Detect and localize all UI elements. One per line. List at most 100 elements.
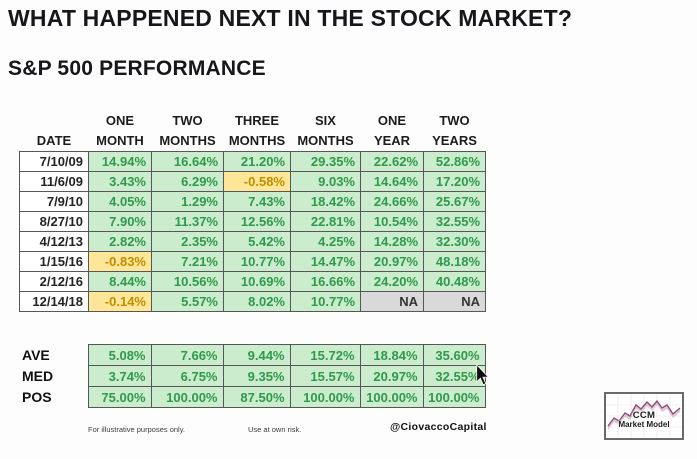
value-cell: 5.57% <box>151 291 224 312</box>
risk-text: Use at own risk. <box>248 425 302 434</box>
value-cell: 5.42% <box>223 231 291 252</box>
value-cell: 22.62% <box>360 151 424 172</box>
value-cell: 1.29% <box>151 191 224 212</box>
logo-chart-icon <box>606 394 682 438</box>
value-cell: 16.66% <box>290 271 361 292</box>
col-header-one-year: ONE YEAR <box>373 113 411 148</box>
col-header-three-months: THREE MONTHS <box>228 113 286 148</box>
value-cell: 14.47% <box>290 251 361 272</box>
value-cell: 100.00% <box>359 386 424 408</box>
value-cell: -0.83% <box>88 251 152 272</box>
value-cell: 25.67% <box>423 191 486 212</box>
value-cell: 15.72% <box>289 344 361 366</box>
table-row: 7/9/10 4.05% 1.29% 7.43% 18.42% 24.66% 2… <box>19 191 486 212</box>
value-cell: 17.20% <box>423 171 486 192</box>
col-header-two-months: TWO MONTHS <box>159 113 216 148</box>
date-cell: 7/10/09 <box>19 151 89 172</box>
col-header-one-month: ONE MONTH <box>96 113 144 148</box>
value-cell: 22.81% <box>290 211 361 232</box>
section-title: S&P 500 PERFORMANCE <box>8 57 266 80</box>
value-cell: 3.43% <box>88 171 152 192</box>
disclaimer-text: For illustrative purposes only. <box>88 425 185 434</box>
value-cell: 100.00% <box>289 386 361 408</box>
value-cell: 32.55% <box>423 211 486 232</box>
summary-label: POS <box>22 389 52 405</box>
mouse-cursor-icon <box>476 364 490 386</box>
value-cell: 8.44% <box>88 271 152 292</box>
value-cell: 7.66% <box>150 344 224 366</box>
value-cell: 32.55% <box>422 365 486 387</box>
value-cell: 12.56% <box>223 211 291 232</box>
value-cell: 11.37% <box>151 211 224 232</box>
value-cell: 14.94% <box>88 151 152 172</box>
value-cell: 8.02% <box>223 291 291 312</box>
value-cell: NA <box>423 291 486 312</box>
value-cell: 24.20% <box>360 271 424 292</box>
date-cell: 7/9/10 <box>19 191 89 212</box>
value-cell: 10.56% <box>151 271 224 292</box>
ccm-market-model-logo: CCM Market Model <box>604 392 684 440</box>
summary-row-average: AVE 5.08% 7.66% 9.44% 15.72% 18.84% 35.6… <box>19 344 486 366</box>
value-cell: 18.84% <box>359 344 424 366</box>
table-row: 4/12/13 2.82% 2.35% 5.42% 4.25% 14.28% 3… <box>19 231 486 252</box>
logo-text-ccm: CCM <box>632 410 656 421</box>
date-cell: 8/27/10 <box>19 211 89 232</box>
summary-row-median: MED 3.74% 6.75% 9.35% 15.57% 20.97% 32.5… <box>19 365 486 387</box>
table-row: 2/12/16 8.44% 10.56% 10.69% 16.66% 24.20… <box>19 271 486 292</box>
value-cell: 10.77% <box>290 291 361 312</box>
value-cell: 29.35% <box>290 151 361 172</box>
value-cell: 4.25% <box>290 231 361 252</box>
value-cell: 6.75% <box>150 365 224 387</box>
value-cell: 3.74% <box>87 365 152 387</box>
value-cell: 32.30% <box>423 231 486 252</box>
value-cell: 20.97% <box>360 251 424 272</box>
value-cell: 15.57% <box>289 365 361 387</box>
table-row: 8/27/10 7.90% 11.37% 12.56% 22.81% 10.54… <box>19 211 486 232</box>
value-cell: 10.54% <box>360 211 424 232</box>
value-cell: 9.44% <box>222 344 291 366</box>
value-cell: 52.86% <box>423 151 486 172</box>
value-cell: 14.64% <box>360 171 424 192</box>
summary-label: AVE <box>22 347 50 363</box>
value-cell: 6.29% <box>151 171 224 192</box>
value-cell: 18.42% <box>290 191 361 212</box>
value-cell: 20.97% <box>359 365 424 387</box>
value-cell: 2.82% <box>88 231 152 252</box>
value-cell: 9.03% <box>290 171 361 192</box>
value-cell: 40.48% <box>423 271 486 292</box>
value-cell: 14.28% <box>360 231 424 252</box>
value-cell: 16.64% <box>151 151 224 172</box>
col-header-six-months: SIX MONTHS <box>297 113 354 148</box>
date-cell: 1/15/16 <box>19 251 89 272</box>
value-cell: -0.14% <box>88 291 152 312</box>
table-row: 7/10/09 14.94% 16.64% 21.20% 29.35% 22.6… <box>19 151 486 172</box>
value-cell: 10.77% <box>223 251 291 272</box>
summary-row-positive-pct: POS 75.00% 100.00% 87.50% 100.00% 100.00… <box>19 386 486 408</box>
value-cell: 7.21% <box>151 251 224 272</box>
date-cell: 2/12/16 <box>19 271 89 292</box>
value-cell: 87.50% <box>222 386 291 408</box>
value-cell: 9.35% <box>222 365 291 387</box>
value-cell: 4.05% <box>88 191 152 212</box>
value-cell: -0.58% <box>223 171 291 192</box>
summary-stats-table: AVE 5.08% 7.66% 9.44% 15.72% 18.84% 35.6… <box>19 344 486 408</box>
table-row: 12/14/18 -0.14% 5.57% 8.02% 10.77% NA NA <box>19 291 486 312</box>
value-cell: 7.43% <box>223 191 291 212</box>
header-row: DATE ONE MONTH TWO MONTHS THREE MONTHS SIX M… <box>20 111 486 152</box>
value-cell: 48.18% <box>423 251 486 272</box>
value-cell: 2.35% <box>151 231 224 252</box>
value-cell: 24.66% <box>360 191 424 212</box>
value-cell: 100.00% <box>422 386 486 408</box>
value-cell: 5.08% <box>87 344 152 366</box>
performance-table: DATE ONE MONTH TWO MONTHS THREE MONTHS SIX M… <box>19 111 486 312</box>
value-cell: 7.90% <box>88 211 152 232</box>
date-cell: 11/6/09 <box>19 171 89 192</box>
table-row: 11/6/09 3.43% 6.29% -0.58% 9.03% 14.64% … <box>19 171 486 192</box>
value-cell: 21.20% <box>223 151 291 172</box>
date-cell: 4/12/13 <box>19 231 89 252</box>
page-title: WHAT HAPPENED NEXT IN THE STOCK MARKET? <box>8 5 573 31</box>
value-cell: NA <box>360 291 424 312</box>
twitter-handle: @CiovaccoCapital <box>390 421 487 433</box>
value-cell: 75.00% <box>87 386 152 408</box>
col-header-date: DATE <box>36 133 72 148</box>
